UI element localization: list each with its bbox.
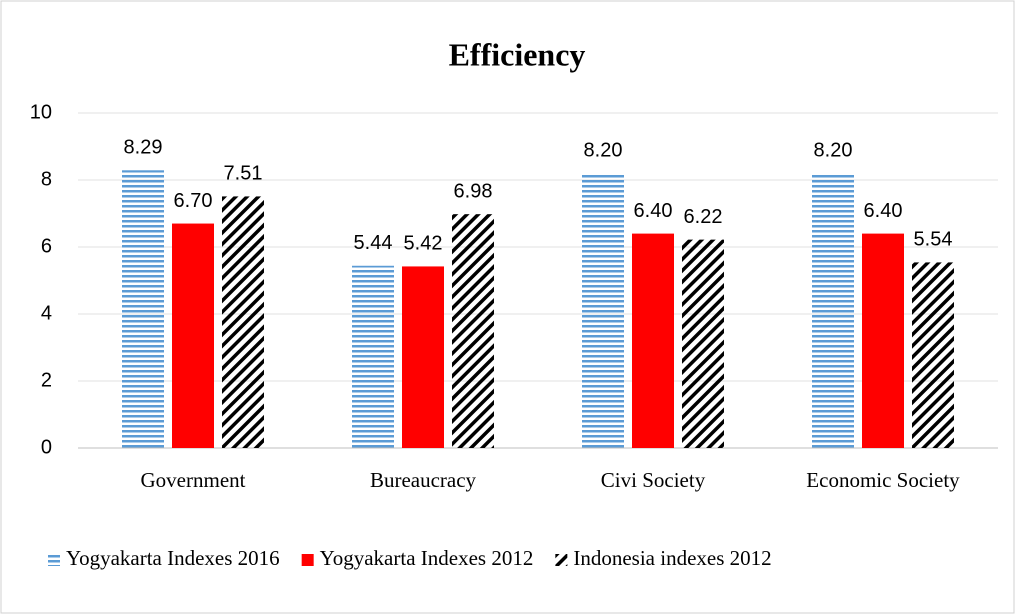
data-label: 8.29 (124, 137, 163, 159)
y-tick-label: 8 (41, 168, 52, 190)
data-label: 6.40 (864, 200, 903, 222)
data-label: 6.22 (684, 206, 723, 228)
data-label: 8.20 (584, 140, 623, 162)
chart-title: Efficiency (449, 36, 586, 72)
x-tick-label: Bureaucracy (370, 468, 477, 492)
y-tick-label: 2 (41, 369, 52, 391)
bar (452, 214, 494, 448)
bar (352, 265, 394, 448)
legend-marker (48, 554, 60, 566)
data-label: 5.44 (354, 232, 393, 254)
legend-label: Yogyakarta Indexes 2012 (320, 546, 534, 570)
legend-label: Yogyakarta Indexes 2016 (66, 546, 280, 570)
bar (222, 196, 264, 448)
y-tick-label: 0 (41, 436, 52, 458)
x-tick-label: Civi Society (601, 468, 706, 492)
bar (912, 262, 954, 448)
bar (172, 223, 214, 448)
y-tick-label: 10 (30, 101, 52, 123)
bar (862, 233, 904, 448)
x-tick-label: Government (141, 468, 246, 492)
legend-label: Indonesia indexes 2012 (573, 546, 771, 570)
legend-marker (555, 554, 568, 566)
data-label: 6.98 (454, 180, 493, 202)
y-tick-label: 4 (41, 302, 52, 324)
bar (402, 266, 444, 448)
data-label: 6.70 (174, 190, 213, 212)
y-tick-label: 6 (41, 235, 52, 257)
bar (632, 233, 674, 448)
data-label: 5.54 (914, 229, 953, 251)
data-label: 5.42 (404, 233, 443, 255)
bar (582, 173, 624, 449)
x-tick-label: Economic Society (806, 468, 960, 492)
bar (122, 170, 164, 448)
legend-marker (301, 554, 314, 566)
data-label: 6.40 (634, 200, 673, 222)
data-label: 7.51 (224, 163, 263, 185)
bar (812, 173, 854, 449)
bar (682, 239, 724, 448)
data-label: 8.20 (814, 140, 853, 162)
